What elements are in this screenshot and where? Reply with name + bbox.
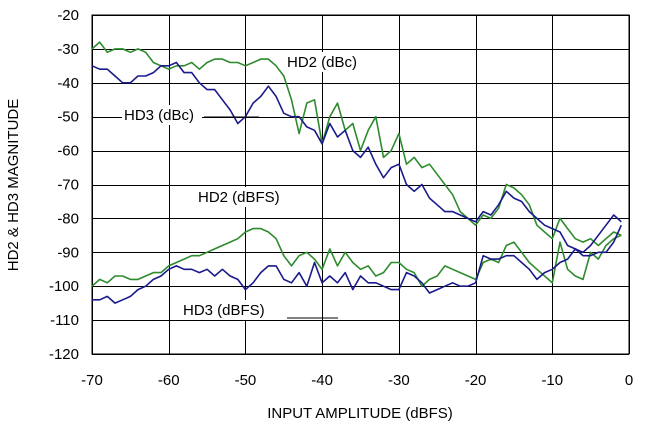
annotation-hd2-dbfs: HD2 (dBFS) (196, 187, 294, 207)
y-tick-label: -120 (49, 346, 79, 363)
plot-frame (91, 14, 630, 355)
x-tick-label: 0 (625, 372, 633, 389)
y-tick-label: -110 (50, 312, 79, 329)
series-line-green-1 (91, 41, 622, 247)
series-line-blue-2 (91, 61, 622, 254)
y-tick-label: -60 (57, 143, 79, 160)
y-tick-label: -20 (57, 7, 79, 24)
y-tick-labels: -20 -30 -40 -50 -60 -70 -80 -90 -100 -110 -120 (49, 7, 79, 363)
series-line-green-3 (91, 227, 622, 288)
series-line-blue-4 (92, 224, 623, 304)
y-tick-label: -100 (49, 278, 79, 295)
x-tick-label: -70 (81, 372, 103, 389)
y-tick-label: -90 (57, 244, 79, 261)
x-tick-label: -30 (388, 372, 410, 389)
y-tick-label: -50 (57, 109, 79, 126)
x-tick-label: -60 (158, 372, 180, 389)
x-tick-label: -10 (541, 372, 563, 389)
x-tick-label: -40 (311, 372, 333, 389)
annotation-hd3-dbc-text: HD3 (dBc) (124, 107, 194, 124)
annotation-hd3-dbfs: HD3 (dBFS) (181, 300, 338, 320)
annotation-hd2-dbfs-text: HD2 (dBFS) (198, 189, 280, 206)
annotation-hd2-dbc-text: HD2 (dBc) (287, 54, 357, 71)
y-axis-title: HD2 & HD3 MAGNITUDE (5, 99, 22, 272)
y-tick-label: -40 (57, 75, 79, 92)
x-axis-title: INPUT AMPLITUDE (dBFS) (267, 405, 453, 422)
annotation-hd3-dbc: HD3 (dBc) (122, 105, 259, 125)
x-tick-label: -50 (235, 372, 257, 389)
annotation-hd3-dbfs-text: HD3 (dBFS) (183, 302, 265, 319)
annotation-hd2-dbc: HD2 (dBc) (285, 52, 365, 72)
series-layer (91, 41, 623, 304)
x-tick-label: -20 (465, 372, 487, 389)
y-tick-label: -80 (57, 210, 79, 227)
y-tick-label: -30 (57, 41, 79, 58)
x-tick-labels: -70 -60 -50 -40 -30 -20 -10 0 (81, 372, 633, 389)
y-tick-label: -70 (57, 177, 79, 194)
